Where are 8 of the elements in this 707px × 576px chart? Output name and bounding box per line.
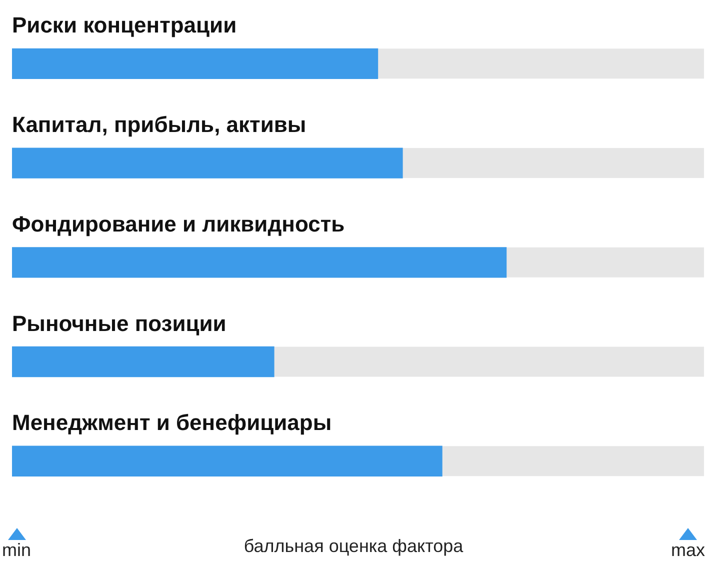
- text: max: [670, 540, 705, 561]
- x-axis-title: балльная оценка фактора: [244, 536, 464, 556]
- y-tick-label: Фондирование и ликвидность: [12, 211, 345, 236]
- text: min: [2, 540, 32, 561]
- y-tick-label: Риски концентрации: [12, 12, 237, 38]
- y-tick-label: Менеджмент и бенефициары: [12, 410, 332, 436]
- y-tick-label: Рыночные позиции: [12, 310, 226, 336]
- y-tick-label: Капитал, прибыль, активы: [12, 112, 306, 138]
